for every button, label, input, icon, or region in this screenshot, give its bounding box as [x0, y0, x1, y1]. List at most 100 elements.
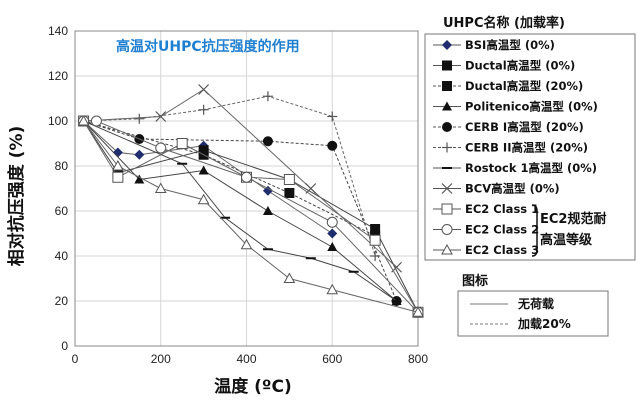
- series-2-point: [370, 224, 381, 234]
- series-9-point: [283, 174, 295, 185]
- series-1-line: [83, 120, 333, 234]
- solid-line-label: 无荷载: [517, 296, 554, 311]
- series-8-point: [198, 84, 210, 95]
- series-11-point: [112, 159, 124, 171]
- series-11-point: [326, 283, 339, 295]
- y-tick-label: 140: [48, 24, 68, 38]
- series-9-point: [112, 171, 124, 183]
- chart-title: 高温对UHPC抗压强度的作用: [116, 38, 300, 55]
- legend-entry: Ductal高温型 (0%): [433, 59, 575, 73]
- legend-label: BSI高温型 (0%): [465, 38, 555, 52]
- y-tick-label: 0: [61, 339, 68, 353]
- series-4-point: [327, 242, 338, 251]
- series-6-point: [262, 91, 273, 102]
- series-1-point: [262, 185, 273, 196]
- series-6-point: [370, 251, 381, 261]
- series-11-point: [197, 193, 210, 205]
- y-tick-label: 40: [55, 249, 69, 263]
- y-tick-label: 120: [48, 69, 68, 83]
- y-tick-label: 100: [48, 114, 68, 128]
- series-11-point: [412, 306, 424, 317]
- x-tick-label: 200: [151, 352, 171, 366]
- plot-frame: [74, 30, 419, 347]
- series-10: [78, 115, 424, 318]
- y-axis-title: 相对抗压强度 (%): [6, 126, 27, 267]
- ec2-group-label-2: 高温等级: [540, 232, 593, 248]
- legend-entry: Rostock 1高温型 (0%): [433, 161, 597, 175]
- series-10-line: [83, 120, 419, 313]
- legend-label: Ductal高温型 (20%): [465, 79, 583, 93]
- legend-entry: EC2 Class 2: [433, 223, 539, 237]
- series-3-point: [284, 188, 295, 198]
- legend-label: CERB I高温型 (20%): [465, 120, 584, 134]
- series-8-point: [155, 111, 167, 122]
- line-legend-box: [457, 290, 609, 337]
- series-6-point: [198, 104, 209, 115]
- line-style-legend: 图标 无荷载 加载20%: [457, 273, 609, 337]
- legend-entry: Politenico高温型 (0%): [433, 100, 598, 114]
- series-6-line: [83, 95, 376, 257]
- series-1-point: [134, 149, 145, 160]
- series-10-point: [241, 171, 252, 183]
- series-6-point: [134, 113, 145, 124]
- x-axis-title: 温度 (ºC): [214, 376, 292, 397]
- y-tick-label: 20: [55, 294, 69, 308]
- line-legend-title: 图标: [462, 273, 488, 289]
- legend-marker: [442, 142, 452, 153]
- series-4-point: [262, 206, 273, 215]
- legend-label: Ductal高温型 (0%): [465, 59, 575, 73]
- y-tick-label: 60: [55, 204, 69, 218]
- series-5-point: [327, 140, 338, 151]
- axes: 0 20 40 60 80 100 120 140 0 200 400 600 800: [48, 24, 428, 366]
- legend-items: BSI高温型 (0%) Ductal高温型 (0%) Ductal高温型 (20%)…: [433, 38, 598, 257]
- series-11-point: [154, 182, 167, 193]
- series-1-point: [327, 228, 338, 239]
- legend-label: EC2 Class 3: [465, 243, 539, 257]
- series-9: [78, 115, 424, 318]
- legend-title: UHPC名称 (加载率): [443, 15, 565, 31]
- legend-label: EC2 Class 2: [465, 223, 539, 237]
- legend-label: Rostock 1高温型 (0%): [465, 161, 597, 175]
- legend-label: CERB II高温型 (20%): [465, 141, 588, 155]
- series-legend: UHPC名称 (加载率) BSI高温型 (0%) Ductal高温型 (0%) Du…: [424, 15, 636, 261]
- series-2: [78, 116, 423, 318]
- legend-entry: BCV高温型 (0%): [433, 182, 560, 196]
- series-9-point: [176, 138, 188, 149]
- legend-entry: EC2 Class 3: [433, 243, 539, 257]
- series-11-point: [77, 114, 90, 126]
- series-4-point: [134, 174, 145, 184]
- legend-entry: BSI高温型 (0%): [433, 38, 555, 52]
- legend-marker: [441, 243, 453, 255]
- series-layer: [77, 84, 424, 318]
- series-4-line: [83, 120, 397, 302]
- legend-label: BCV高温型 (0%): [465, 182, 560, 196]
- legend-marker: [442, 60, 452, 71]
- x-tick-label: 800: [408, 352, 428, 366]
- series-2-line: [83, 120, 419, 313]
- series-9-line: [83, 120, 419, 313]
- series-9-point: [369, 234, 381, 246]
- legend-label: EC2 Class 1: [465, 202, 539, 216]
- x-tick-label: 400: [236, 352, 256, 366]
- legend-marker: [441, 224, 453, 235]
- legend-marker: [441, 203, 453, 215]
- legend-entry: CERB II高温型 (20%): [433, 141, 588, 155]
- series-11-point: [283, 272, 296, 283]
- legend-label: Politenico高温型 (0%): [465, 100, 598, 114]
- legend-marker: [442, 101, 452, 111]
- series-5-point: [262, 136, 273, 147]
- series-11: [77, 114, 424, 317]
- series-4-point: [198, 165, 209, 175]
- x-tick-label: 600: [322, 352, 342, 366]
- series-10-point: [326, 216, 338, 228]
- series-6-point: [327, 111, 338, 122]
- ec2-group-label-1: EC2规范耐: [540, 211, 606, 227]
- dashed-line-label: 加载20%: [517, 316, 571, 331]
- legend-marker: [442, 40, 452, 50]
- ec2-bracket: [531, 204, 538, 257]
- legend-marker: [442, 122, 452, 132]
- legend-entry: Ductal高温型 (20%): [433, 79, 583, 93]
- legend-entry: EC2 Class 1: [433, 202, 539, 216]
- legend-marker: [441, 183, 453, 194]
- y-tick-label: 80: [55, 159, 69, 173]
